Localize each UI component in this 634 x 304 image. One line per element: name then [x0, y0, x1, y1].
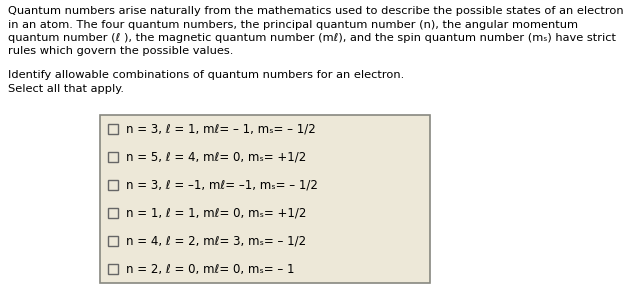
Bar	[108, 152, 118, 162]
Text: Identify allowable combinations of quantum numbers for an electron.: Identify allowable combinations of quant…	[8, 70, 404, 80]
Bar	[108, 208, 118, 218]
Text: n = 3, ℓ = 1, mℓ= – 1, mₛ= – 1/2: n = 3, ℓ = 1, mℓ= – 1, mₛ= – 1/2	[126, 123, 316, 136]
Bar	[108, 180, 118, 190]
Text: n = 3, ℓ = –1, mℓ= –1, mₛ= – 1/2: n = 3, ℓ = –1, mℓ= –1, mₛ= – 1/2	[126, 178, 318, 192]
Text: n = 5, ℓ = 4, mℓ= 0, mₛ= +1/2: n = 5, ℓ = 4, mℓ= 0, mₛ= +1/2	[126, 150, 306, 164]
Bar	[108, 236, 118, 246]
Text: n = 4, ℓ = 2, mℓ= 3, mₛ= – 1/2: n = 4, ℓ = 2, mℓ= 3, mₛ= – 1/2	[126, 234, 306, 247]
Text: rules which govern the possible values.: rules which govern the possible values.	[8, 47, 233, 57]
Text: in an atom. The four quantum numbers, the principal quantum number (n), the angu: in an atom. The four quantum numbers, th…	[8, 19, 578, 29]
Bar	[100, 115, 430, 283]
Text: quantum number (ℓ ), the magnetic quantum number (mℓ), and the spin quantum numb: quantum number (ℓ ), the magnetic quantu…	[8, 33, 616, 43]
Text: Select all that apply.: Select all that apply.	[8, 84, 124, 94]
Text: n = 2, ℓ = 0, mℓ= 0, mₛ= – 1: n = 2, ℓ = 0, mℓ= 0, mₛ= – 1	[126, 262, 295, 275]
Bar	[108, 124, 118, 134]
Text: Quantum numbers arise naturally from the mathematics used to describe the possib: Quantum numbers arise naturally from the…	[8, 6, 624, 16]
Bar	[108, 264, 118, 274]
Text: n = 1, ℓ = 1, mℓ= 0, mₛ= +1/2: n = 1, ℓ = 1, mℓ= 0, mₛ= +1/2	[126, 206, 306, 219]
